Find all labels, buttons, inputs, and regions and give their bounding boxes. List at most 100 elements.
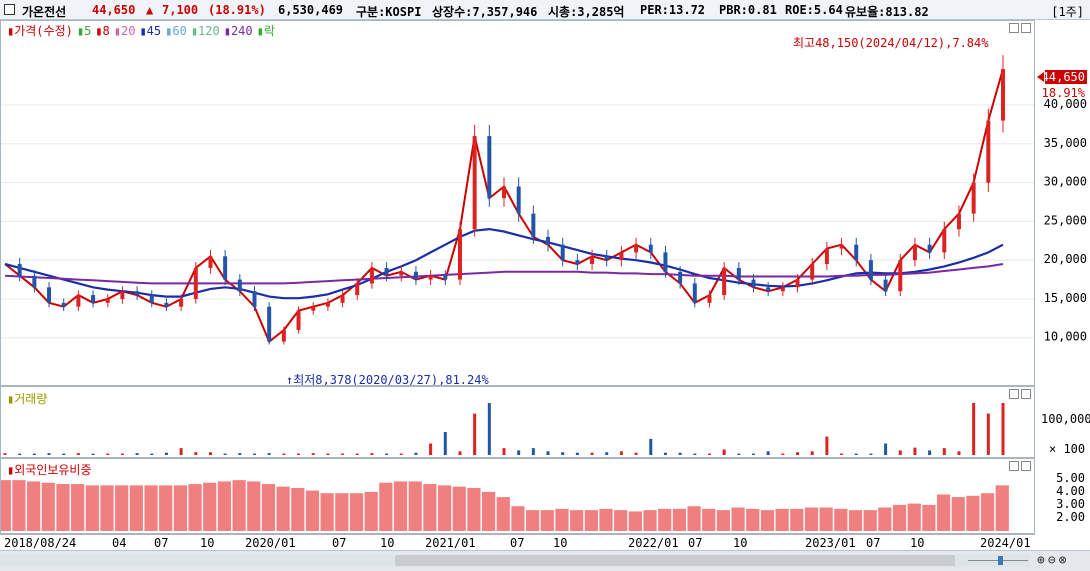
candle-body	[942, 229, 947, 253]
candle-body	[751, 279, 756, 288]
last-price-box	[1045, 70, 1087, 84]
foreign-bar	[481, 491, 496, 531]
volume-bar	[502, 448, 506, 455]
volume-bar	[884, 443, 888, 455]
candle-body	[546, 236, 551, 245]
foreign-bar	[115, 485, 129, 531]
volume-bar	[707, 453, 711, 455]
volume-bar	[810, 451, 814, 455]
candle-body	[340, 295, 345, 303]
candle-body	[252, 291, 257, 307]
foreign-chart	[1, 480, 1009, 531]
checkbox[interactable]	[4, 4, 15, 15]
candle-body	[267, 306, 272, 342]
volume-bar	[208, 452, 212, 455]
volume-bar	[869, 453, 873, 455]
candle-body	[413, 271, 418, 280]
foreign-bar	[848, 510, 863, 531]
pbr-value: PBR:0.81	[719, 3, 777, 17]
period-button[interactable]: [1주]	[1051, 5, 1084, 19]
candle-body	[575, 260, 580, 265]
foreign-bar	[555, 508, 569, 531]
legend-item[interactable]: ▮60	[165, 24, 187, 38]
candle-body	[516, 186, 521, 214]
price-chart: 최고48,150(2024/04/12),7.84% ↑최저8,378(2020/…	[1, 36, 1034, 385]
volume-bar	[928, 450, 932, 455]
zoom-slider[interactable]	[968, 554, 1028, 567]
foreign-window-buttons[interactable]	[1007, 461, 1031, 474]
candle-body	[1001, 68, 1005, 121]
foreign-bar	[570, 510, 584, 531]
zoom-in-icon[interactable]: ⊕	[1037, 553, 1045, 568]
candle-body	[179, 298, 184, 307]
foreign-legend: ▮외국인보유비중	[7, 463, 92, 477]
candle-body	[281, 329, 286, 342]
volume-axis-unit: × 100	[1049, 442, 1086, 456]
price-axis-labels: 10,000 15,000 20,000 25,000 30,000 35,000 40,0…	[1037, 70, 1087, 344]
stock-name: 가온전선	[22, 5, 67, 19]
legend-item[interactable]: ▮240	[223, 24, 253, 38]
x-tick-label: 2020/01	[245, 536, 296, 550]
volume-bar	[678, 452, 682, 455]
foreign-bar	[907, 503, 921, 531]
foreign-bar	[188, 484, 202, 531]
volume-bar	[18, 453, 22, 455]
volume-bar	[649, 438, 653, 455]
foreign-bar	[276, 486, 290, 531]
foreign-bar	[129, 485, 143, 531]
volume-bar	[605, 452, 609, 455]
volume-bar	[223, 453, 227, 455]
zoom-reset-icon[interactable]: ⊗	[1058, 553, 1067, 568]
foreign-bar	[790, 508, 804, 531]
volume-bar	[179, 448, 183, 455]
volume-bar	[634, 452, 638, 455]
legend-item[interactable]: ▮20	[113, 24, 136, 38]
volume-bar	[531, 448, 535, 455]
volume-bar	[693, 453, 697, 455]
candle-body	[912, 244, 917, 261]
candle-body	[17, 264, 22, 276]
candle-body	[678, 271, 683, 284]
panel-window-buttons[interactable]	[1007, 23, 1031, 36]
zoom-out-icon[interactable]: ⊖	[1047, 553, 1056, 568]
reserve-ratio: 유보율:813.82	[845, 5, 929, 19]
candle-body	[61, 302, 66, 307]
foreign-tick-label: 4.00	[1056, 484, 1085, 498]
legend-item[interactable]: ▮45	[139, 24, 162, 38]
volume-bar	[487, 403, 491, 455]
volume-bar	[752, 453, 755, 455]
legend-item[interactable]: ▮5	[76, 24, 92, 38]
candle-body	[531, 213, 536, 237]
candle-body	[648, 244, 653, 253]
candle-body	[590, 256, 595, 265]
legend-item[interactable]: ▮120	[190, 24, 220, 38]
volume-bar	[150, 453, 154, 455]
current-price: 44,650	[92, 3, 136, 17]
zoom-slider-knob[interactable]	[998, 556, 1003, 565]
foreign-bar	[100, 485, 114, 531]
volume-panel: ▮거래량	[0, 386, 1035, 458]
volume-bar	[590, 452, 594, 455]
x-tick-label: 2022/01	[628, 536, 679, 550]
scrollbar-thumb[interactable]	[395, 555, 955, 566]
legend-item[interactable]: ▮8	[95, 24, 110, 38]
candle-body	[193, 267, 198, 299]
foreign-bar	[716, 510, 731, 531]
foreign-bar	[731, 507, 745, 531]
volume-window-buttons[interactable]	[1007, 389, 1031, 402]
volume-bar	[47, 453, 51, 455]
candle-body	[766, 287, 771, 292]
horizontal-scrollbar[interactable]	[0, 554, 1030, 567]
legend-item[interactable]: ▮락	[256, 24, 275, 38]
legend-item[interactable]: ▮가격(수정)	[7, 24, 73, 38]
foreign-bar	[819, 507, 833, 531]
volume-axis-tick: 100,000	[1041, 412, 1090, 426]
foreign-bar	[702, 508, 716, 531]
candle-body	[472, 136, 477, 230]
foreign-bar	[173, 485, 187, 531]
foreign-panel: ▮외국인보유비중	[0, 458, 1035, 534]
y-tick-label: 30,000	[1044, 175, 1087, 189]
high-annotation: 최고48,150(2024/04/12),7.84%	[793, 36, 989, 50]
x-tick-label: 07	[866, 536, 880, 550]
foreign-axis: 2.00 3.00 4.00 5.00	[1035, 458, 1090, 534]
